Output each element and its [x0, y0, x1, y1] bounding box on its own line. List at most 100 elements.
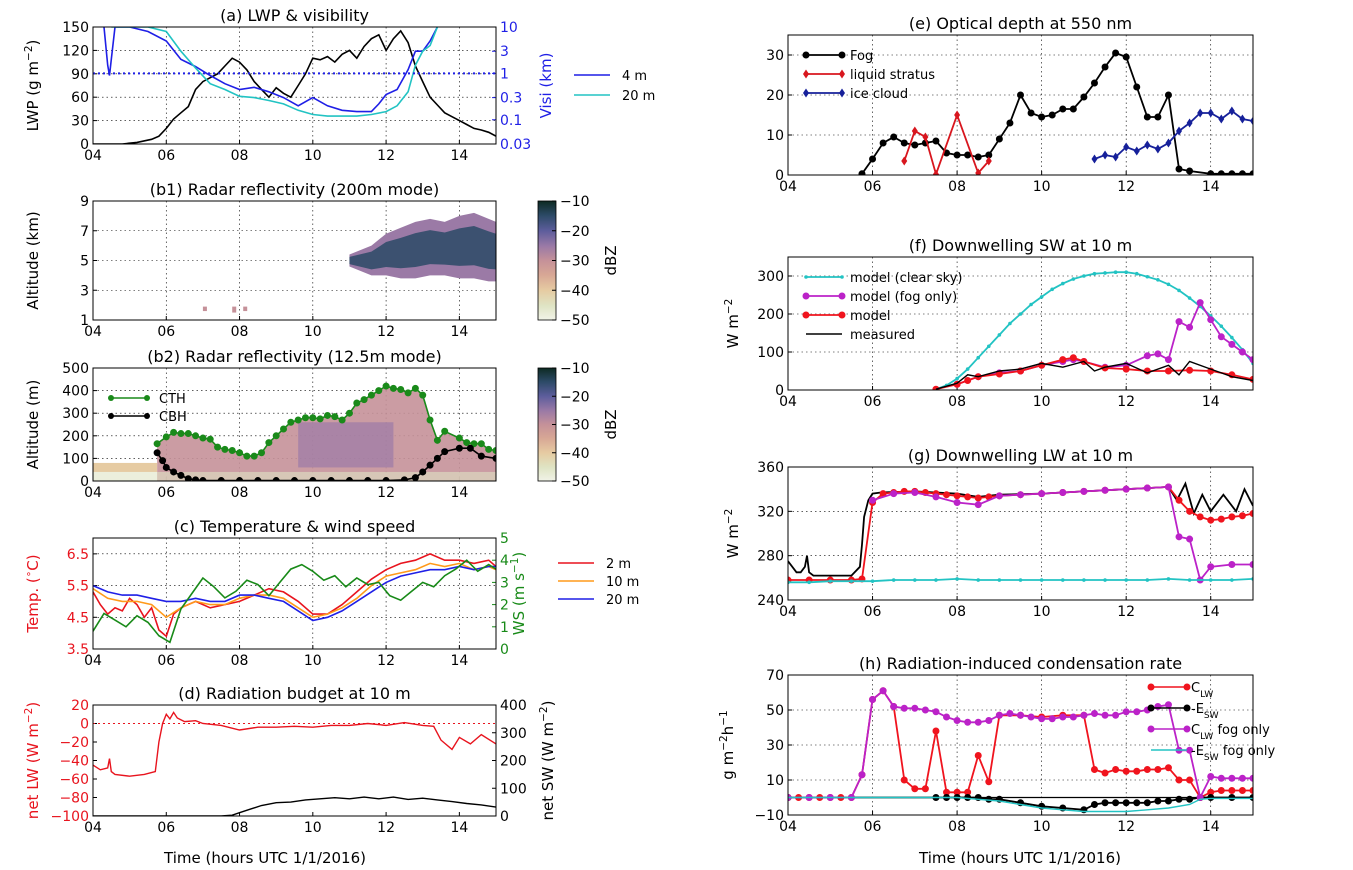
chart-title: (g) Downwelling LW at 10 m — [908, 446, 1133, 465]
clear-marker — [1187, 578, 1192, 582]
frame — [92, 26, 497, 145]
cth-marker — [477, 440, 485, 448]
legend-label: CLW fog only — [1191, 723, 1270, 742]
y-right-axis-label: Visi (km) — [537, 53, 555, 119]
model-marker — [964, 377, 972, 384]
plot-area-d — [93, 711, 496, 816]
ice-marker — [1186, 118, 1193, 128]
stratus-marker — [985, 156, 992, 166]
legend-marker — [802, 311, 810, 319]
esw-marker — [964, 794, 972, 801]
frame — [92, 537, 497, 650]
clear-marker — [1134, 271, 1139, 276]
ice-marker — [1091, 154, 1098, 164]
clear-marker — [1124, 578, 1128, 582]
clw-marker — [1217, 787, 1225, 794]
cth-marker — [236, 449, 244, 457]
fog-marker — [1175, 165, 1183, 173]
y-right-tick-label: 400 — [500, 698, 527, 714]
legend-marker — [1183, 704, 1191, 712]
x-tick-label: 04 — [84, 653, 102, 669]
x-axis-label-left: Time (hours UTC 1/1/2016) — [163, 849, 366, 867]
clwfog-marker — [1164, 701, 1172, 709]
cth-marker — [382, 382, 390, 390]
chart-title: (b2) Radar reflectivity (12.5m mode) — [147, 347, 442, 366]
x-tick-label: 14 — [450, 324, 468, 340]
clwfog-marker — [1090, 710, 1098, 717]
frame — [92, 200, 497, 321]
x-tick-label: 04 — [779, 394, 797, 410]
clwfog-marker — [1048, 715, 1056, 723]
x-tick-label: 04 — [779, 819, 797, 835]
colorbar-label: dBZ — [602, 245, 620, 275]
y-right-axis-label: WS (m s−1) — [509, 552, 528, 636]
ice-marker — [1154, 144, 1161, 154]
frame — [787, 34, 1254, 176]
panel-g: 04 06 08 10 12 14 240 280 320 360 (g) Downwelling … — [723, 446, 1254, 620]
cth-marker — [192, 432, 200, 440]
clwfog-marker — [1112, 711, 1120, 719]
fogonly-marker — [1059, 488, 1067, 496]
clwfog-marker — [1207, 773, 1215, 780]
x-tick-label: 08 — [231, 324, 249, 340]
clear-marker — [1145, 274, 1150, 279]
esw-marker — [1164, 797, 1172, 805]
fog-marker — [974, 153, 982, 161]
cth-marker — [177, 430, 185, 438]
legend-label: 20 m — [622, 89, 655, 104]
y-tick-label: 30 — [766, 48, 784, 64]
plot-area-c — [93, 553, 496, 644]
clwfog-marker — [1059, 713, 1067, 721]
model-marker — [1069, 354, 1077, 362]
x-tick-label: 12 — [1117, 819, 1135, 835]
y-right-tick-label: 200 — [500, 754, 527, 770]
cbh-marker — [433, 454, 441, 462]
clear-marker — [891, 578, 896, 582]
clwfog-marker — [1228, 774, 1236, 782]
clwfog-marker — [1217, 774, 1225, 782]
x-tick-label: 14 — [1202, 179, 1220, 195]
y-tick-label: 100 — [757, 345, 784, 361]
x-tick-label: 10 — [1033, 394, 1051, 410]
legend-marker — [838, 292, 846, 300]
clwfog-marker — [943, 713, 951, 721]
legend-marker — [108, 395, 114, 401]
y-tick-label: −100 — [51, 809, 89, 825]
y-tick-label: 3 — [80, 283, 89, 299]
legend-marker — [802, 51, 810, 59]
legend-label: CBH — [159, 410, 187, 425]
y-tick-label: 4.5 — [67, 610, 89, 626]
clear-marker — [997, 578, 1002, 582]
y-tick-label: 280 — [757, 549, 784, 565]
panel-a: 04 06 08 10 12 14 0 30 60 90 120 150 (a) LWP & visib… — [23, 6, 655, 164]
esw-marker — [1175, 795, 1183, 803]
fog-marker — [1228, 170, 1236, 175]
fog-marker — [1186, 167, 1194, 175]
y-tick-label: 30 — [766, 738, 784, 754]
colorbar-tick-label: −40 — [560, 283, 590, 299]
legend-label: liquid stratus — [850, 68, 935, 83]
clear-marker — [807, 580, 811, 585]
clw-marker — [985, 778, 993, 786]
ice-marker — [1228, 106, 1235, 116]
legend-marker — [804, 275, 808, 279]
clear-marker — [1208, 578, 1213, 582]
clwfog-marker — [1101, 711, 1109, 719]
cbh-marker — [441, 448, 449, 456]
fogonly-marker — [1196, 299, 1204, 307]
fogonly-marker — [1175, 318, 1183, 326]
cth-marker — [404, 389, 412, 397]
y-axis-label: Altitude (km) — [24, 211, 42, 309]
legend-marker — [838, 51, 846, 59]
fog-marker — [1143, 113, 1151, 121]
y-right-tick-label: 3 — [500, 44, 509, 60]
cth-marker — [360, 396, 368, 404]
clw-marker — [1175, 776, 1183, 784]
model-marker — [943, 491, 951, 499]
y-tick-label: 5.5 — [67, 579, 89, 595]
clear-marker — [1103, 271, 1107, 275]
model-marker — [1207, 516, 1215, 524]
cbh-marker — [477, 452, 485, 460]
fogonly-marker — [1186, 535, 1194, 543]
x-tick-label: 14 — [450, 820, 468, 836]
